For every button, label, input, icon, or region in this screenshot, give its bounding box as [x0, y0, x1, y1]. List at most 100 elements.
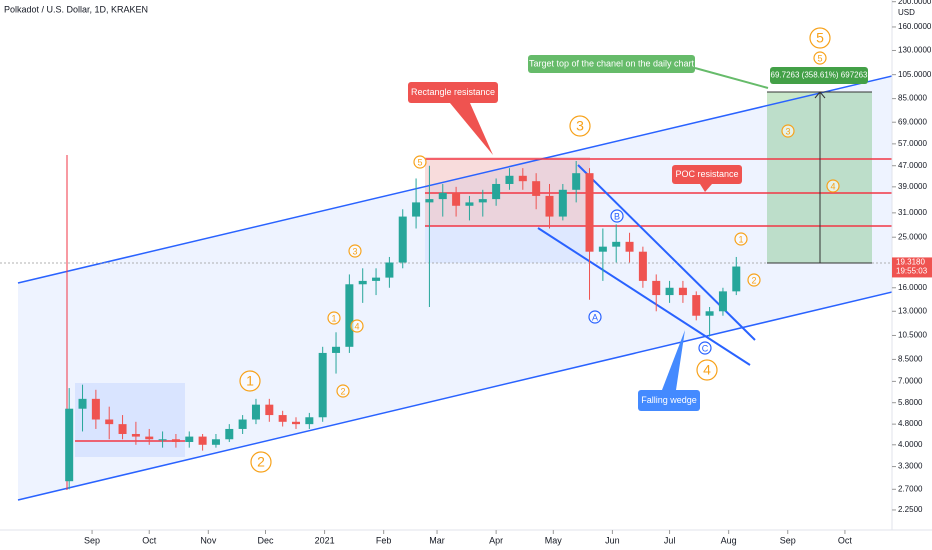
candle-body [425, 199, 434, 203]
wave-circle [350, 319, 364, 333]
channel-top [17, 75, 893, 284]
wave-label: 5 [417, 157, 422, 167]
wave-circle [813, 51, 827, 65]
price-tag [892, 257, 932, 278]
y-tick-label: 200.0000 [898, 0, 932, 6]
candle-body [318, 352, 327, 418]
wave-circle [588, 310, 602, 324]
candle-body [358, 280, 367, 285]
wave-circle [348, 244, 362, 258]
x-tick-label: Mar [429, 535, 445, 545]
wave-label: B [614, 211, 620, 221]
annotation-box [770, 67, 868, 84]
wave-label: 2 [257, 454, 265, 470]
candle-body [91, 398, 100, 420]
candle-body [131, 433, 140, 437]
annotation-text: POC resistance [675, 169, 738, 179]
x-tick-label: Oct [838, 535, 853, 545]
candle-body [678, 287, 687, 296]
wedge-bottom [537, 227, 751, 366]
wave-label: 4 [703, 362, 711, 378]
wave-label: 5 [817, 53, 822, 63]
candle-body [278, 415, 287, 422]
x-tick-label: Jun [605, 535, 620, 545]
wave-label: 4 [830, 181, 835, 191]
currency: USD [898, 8, 915, 17]
x-tick-label: Sep [84, 535, 100, 545]
candle-body [251, 404, 260, 420]
candle-body [332, 346, 341, 353]
candle-body [598, 246, 607, 252]
y-tick-label: 85.0000 [898, 94, 927, 103]
wave-label: 1 [331, 313, 336, 323]
candle-body [558, 189, 567, 217]
candle-body [385, 262, 394, 278]
candle-body [225, 428, 234, 440]
x-tick-label: Nov [200, 535, 217, 545]
candle-body [171, 439, 180, 442]
candle-body [518, 175, 527, 182]
candle-body [118, 424, 127, 434]
x-tick-label: 2021 [315, 535, 335, 545]
wave-circle [413, 155, 427, 169]
wave-circle [826, 179, 840, 193]
annotation-box [638, 390, 700, 411]
candle-body [158, 439, 167, 441]
x-tick-label: Feb [376, 535, 392, 545]
candle-body [78, 398, 87, 409]
candle-body [505, 175, 514, 184]
y-tick-label: 4.8000 [898, 419, 923, 428]
wave-label: 3 [576, 118, 584, 134]
y-tick-label: 10.5000 [898, 331, 927, 340]
candle-body [492, 183, 501, 200]
x-tick-label: Dec [257, 535, 274, 545]
x-tick-label: Aug [721, 535, 737, 545]
candle-body [532, 181, 541, 196]
candle-body [398, 216, 407, 263]
wave-circle [250, 451, 272, 473]
candle-body [211, 439, 220, 445]
y-tick-label: 105.0000 [898, 70, 932, 79]
candle-body [305, 417, 314, 425]
y-tick-label: 4.0000 [898, 440, 923, 449]
wave-circle [809, 27, 831, 49]
candle-body [65, 408, 74, 482]
candle-body [105, 419, 114, 425]
annotation-box [408, 82, 498, 103]
y-tick-label: 7.0000 [898, 377, 923, 386]
candle-body [638, 251, 647, 281]
wave-circle [569, 115, 591, 137]
annotation-box [672, 165, 742, 184]
candle-body [585, 173, 594, 252]
y-tick-label: 25.0000 [898, 232, 927, 241]
y-tick-label: 69.0000 [898, 117, 927, 126]
annotation-text: Falling wedge [641, 395, 697, 405]
candle-body [238, 419, 247, 429]
candle-body [412, 202, 421, 217]
candle-body [478, 199, 487, 203]
wave-circle [696, 359, 718, 381]
annotation-text: Rectangle resistance [411, 87, 495, 97]
y-tick-label: 57.0000 [898, 139, 927, 148]
wave-label: A [592, 312, 598, 322]
wave-label: 5 [816, 30, 824, 46]
y-tick-label: 2.7000 [898, 484, 923, 493]
x-tick-label: May [545, 535, 563, 545]
candle-body [572, 173, 581, 190]
wave-circle [747, 273, 761, 287]
candle-body [452, 192, 461, 206]
wave-label: 2 [751, 275, 756, 285]
y-tick-label: 31.0000 [898, 208, 927, 217]
y-tick-label: 39.0000 [898, 182, 927, 191]
y-tick-label: 13.0000 [898, 306, 927, 315]
y-tick-label: 3.3000 [898, 462, 923, 471]
candle-body [265, 404, 274, 416]
candle-body [198, 436, 207, 445]
candle-body [625, 241, 634, 252]
countdown: 19:55:03 [896, 267, 928, 276]
candle-body [652, 280, 661, 296]
y-tick-label: 5.8000 [898, 398, 923, 407]
pointer [694, 67, 769, 89]
annotation-text: Target top of the chanel on the daily ch… [529, 58, 695, 68]
x-tick-label: Jul [664, 535, 676, 545]
